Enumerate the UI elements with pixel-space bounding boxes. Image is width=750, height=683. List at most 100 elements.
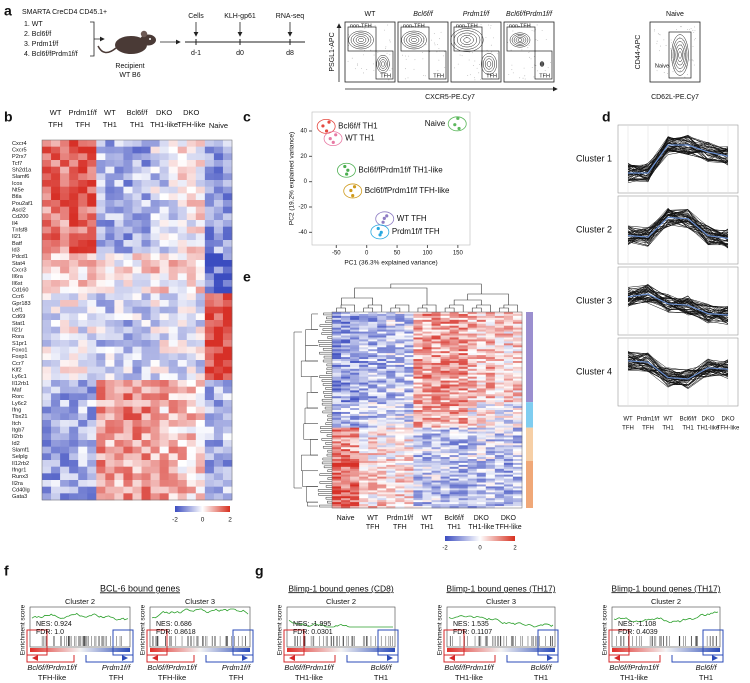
- heatmap-cell: [114, 160, 124, 167]
- profile-line: [627, 286, 729, 312]
- heatmap-cell: [476, 333, 487, 336]
- contour: [511, 33, 529, 47]
- heatmap-cell: [431, 451, 441, 454]
- heatmap-cell: [204, 386, 215, 394]
- heatmap-cell: [60, 253, 70, 261]
- heatmap-cell: [413, 325, 423, 328]
- heatmap-cell: [404, 449, 414, 452]
- heatmap-cell: [42, 266, 52, 274]
- heatmap-cell: [386, 500, 396, 503]
- heatmap-cell: [105, 446, 115, 454]
- heatmap-cell: [78, 360, 88, 367]
- group-ellipse: [316, 118, 336, 134]
- heatmap-cell: [105, 453, 115, 461]
- heatmap-cell: [159, 393, 169, 401]
- heatmap-cell: [395, 364, 405, 368]
- heatmap-cell: [404, 357, 414, 360]
- heatmap-cell: [51, 160, 61, 167]
- heatmap-cell: [395, 333, 405, 336]
- heatmap-cell: [96, 446, 106, 454]
- heatmap-cell: [141, 493, 151, 501]
- heatmap-cell: [449, 468, 459, 472]
- heatmap-cell: [350, 464, 360, 468]
- event-dot: [460, 35, 462, 37]
- heatmap-cell: [449, 315, 459, 319]
- heatmap-cell: [195, 166, 206, 174]
- heatmap-cell: [404, 425, 414, 428]
- heatmap-cell: [141, 386, 151, 394]
- heatmap-cell: [332, 384, 342, 387]
- heatmap-cell: [449, 431, 459, 434]
- heatmap-cell: [413, 312, 423, 315]
- heatmap-cell: [359, 498, 369, 501]
- heatmap-cell: [78, 240, 88, 247]
- heatmap-cell: [377, 355, 387, 358]
- heatmap-cell: [159, 273, 169, 281]
- heatmap-cell: [440, 425, 450, 428]
- heatmap-cell: [359, 410, 369, 413]
- heatmap-cell: [42, 313, 52, 321]
- heatmap-cell: [350, 441, 360, 444]
- heatmap-cell: [87, 206, 97, 214]
- heatmap-cell: [458, 437, 469, 440]
- heatmap-cell: [386, 429, 396, 432]
- heatmap-cell: [467, 374, 478, 377]
- heatmap-cell: [150, 286, 160, 294]
- gene-label: Btla: [12, 194, 23, 200]
- heatmap-cell: [476, 496, 487, 499]
- heatmap-cell: [413, 470, 423, 474]
- heatmap-cell: [60, 246, 70, 254]
- heatmap-cell: [87, 486, 97, 494]
- heatmap-cell: [422, 376, 432, 379]
- event-dot: [547, 67, 549, 69]
- heatmap-cell: [368, 402, 378, 405]
- heatmap-cell: [467, 482, 478, 485]
- heatmap-cell: [51, 360, 61, 367]
- heatmap-cell: [422, 421, 432, 425]
- heatmap-cell: [395, 482, 405, 485]
- heatmap-cell: [51, 180, 61, 187]
- heatmap-cell: [503, 429, 514, 432]
- heatmap-cell: [368, 445, 378, 448]
- y-tick-label: -20: [298, 205, 307, 211]
- heatmap-cell: [105, 440, 115, 447]
- heatmap-cell: [431, 333, 441, 336]
- heatmap-cell: [476, 372, 487, 376]
- heatmap-cell: [404, 447, 414, 450]
- heatmap-cell: [512, 335, 523, 338]
- heatmap-cell: [503, 394, 514, 397]
- heatmap-cell: [123, 393, 133, 401]
- heatmap-cell: [60, 360, 70, 367]
- heatmap-cell: [449, 353, 459, 356]
- heatmap-cell: [141, 226, 151, 234]
- heatmap-cell: [440, 351, 450, 354]
- heatmap-cell: [186, 193, 197, 201]
- heatmap-cell: [51, 320, 61, 327]
- heatmap-cell: [503, 500, 514, 503]
- heatmap-cell: [368, 478, 378, 481]
- colorbar: [175, 506, 230, 512]
- heatmap-cell: [404, 500, 414, 503]
- heatmap-cell: [485, 455, 496, 458]
- heatmap-cell: [395, 478, 405, 481]
- heatmap-cell: [476, 353, 487, 356]
- heatmap-cell: [123, 173, 133, 181]
- heatmap-cell: [440, 472, 450, 475]
- heatmap-cell: [87, 400, 97, 407]
- event-dot: [528, 23, 530, 25]
- heatmap-cell: [395, 484, 405, 487]
- heatmap-cell: [512, 361, 523, 364]
- heatmap-cell: [377, 462, 387, 466]
- heatmap-cell: [467, 313, 478, 317]
- heatmap-cell: [87, 333, 97, 341]
- heatmap-cell: [350, 374, 360, 377]
- heatmap-cell: [413, 464, 423, 468]
- heatmap-cell: [512, 437, 523, 440]
- heatmap-cell: [350, 476, 360, 479]
- heatmap-cell: [87, 473, 97, 481]
- axis-label: Enrichment score: [277, 604, 284, 655]
- heatmap-cell: [69, 140, 79, 147]
- heatmap-cell: [141, 293, 151, 301]
- heatmap-cell: [195, 386, 206, 394]
- heatmap-cell: [404, 321, 414, 325]
